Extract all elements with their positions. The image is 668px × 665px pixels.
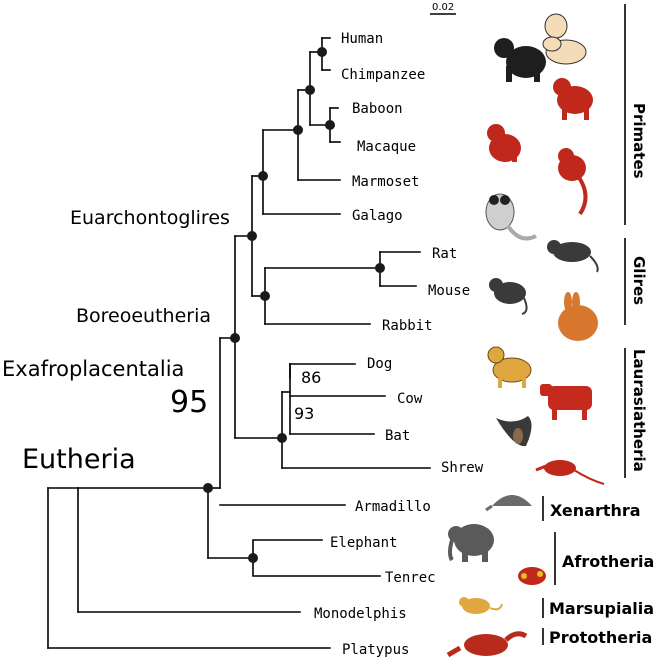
taxon-rat: Rat — [432, 246, 457, 262]
group-afrotheria: Afrotheria — [562, 552, 654, 571]
taxon-mouse: Mouse — [428, 283, 470, 299]
monodelphis-icon — [459, 597, 503, 614]
clade-eutheria: Eutheria — [22, 444, 136, 475]
marmoset-icon — [558, 148, 588, 216]
node-hominids — [317, 47, 327, 57]
chimpanzee-icon — [494, 38, 546, 82]
taxon-cow: Cow — [397, 391, 423, 407]
platypus-icon — [446, 631, 528, 658]
node-eutheria — [203, 483, 213, 493]
node-afrotheria — [248, 553, 258, 563]
node-laurasiatheria — [277, 433, 287, 443]
node-anthropoids — [293, 125, 303, 135]
galago-icon — [485, 193, 537, 241]
group-primates: Primates — [630, 103, 648, 179]
node-rodents — [375, 263, 385, 273]
taxon-rabbit: Rabbit — [382, 318, 433, 334]
bootstrap-dog-cow: 86 — [301, 368, 321, 387]
taxon-shrew: Shrew — [441, 460, 484, 476]
group-xenarthra: Xenarthra — [550, 501, 641, 520]
taxon-marmoset: Marmoset — [352, 174, 419, 190]
elephant-icon — [448, 524, 494, 562]
clade-labels: Euarchontoglires Boreoeutheria Exafropla… — [2, 207, 321, 475]
tree-nodes — [203, 47, 385, 563]
taxon-bat: Bat — [385, 428, 410, 444]
tree-branches — [47, 37, 431, 649]
branch-tenrec — [252, 557, 381, 577]
scale-label: 0.02 — [432, 2, 454, 13]
branch-elephant — [252, 539, 323, 559]
taxon-elephant: Elephant — [330, 535, 397, 551]
animal-icons — [446, 13, 605, 658]
clade-exafroplacentalia: Exafroplacentalia — [2, 357, 184, 381]
macaque-icon — [487, 124, 521, 162]
taxon-baboon: Baboon — [352, 101, 403, 117]
baboon-icon — [553, 78, 593, 120]
taxon-monodelphis: Monodelphis — [314, 606, 407, 622]
rat-icon — [547, 240, 599, 273]
mouse-icon — [489, 278, 528, 315]
taxon-tenrec: Tenrec — [385, 570, 436, 586]
taxon-labels: Human Chimpanzee Baboon Macaque Marmoset… — [314, 31, 484, 658]
node-glires — [260, 291, 270, 301]
taxon-armadillo: Armadillo — [355, 499, 431, 515]
armadillo-icon — [485, 495, 532, 512]
node-euarchontoglires — [247, 231, 257, 241]
taxon-chimpanzee: Chimpanzee — [341, 67, 425, 83]
taxon-platypus: Platypus — [342, 642, 409, 658]
rabbit-icon — [558, 292, 598, 341]
group-marsupialia: Marsupialia — [549, 599, 654, 618]
group-bars: Primates Glires Laurasiatheria Xenarthra… — [542, 4, 654, 647]
taxon-macaque: Macaque — [357, 139, 416, 155]
bootstrap-laurasiatheria-inner: 93 — [294, 404, 314, 423]
clade-euarchontoglires: Euarchontoglires — [70, 207, 230, 229]
tenrec-icon — [518, 567, 546, 585]
dog-icon — [487, 346, 532, 388]
taxon-human: Human — [341, 31, 383, 47]
group-laurasiatheria: Laurasiatheria — [630, 349, 648, 472]
taxon-dog: Dog — [367, 356, 392, 372]
clade-boreoeutheria: Boreoeutheria — [76, 305, 211, 327]
human-icon — [542, 13, 587, 65]
bootstrap-exafroplacentalia: 95 — [170, 385, 208, 420]
cow-icon — [540, 384, 592, 420]
node-boreoeutheria — [230, 333, 240, 343]
group-glires: Glires — [630, 256, 648, 305]
node-cercopithecids — [325, 120, 335, 130]
bat-icon — [496, 416, 532, 447]
shrew-icon — [535, 460, 605, 485]
taxon-galago: Galago — [352, 208, 403, 224]
group-prototheria: Prototheria — [549, 628, 652, 647]
node-catarrhini — [305, 85, 315, 95]
node-primates — [258, 171, 268, 181]
